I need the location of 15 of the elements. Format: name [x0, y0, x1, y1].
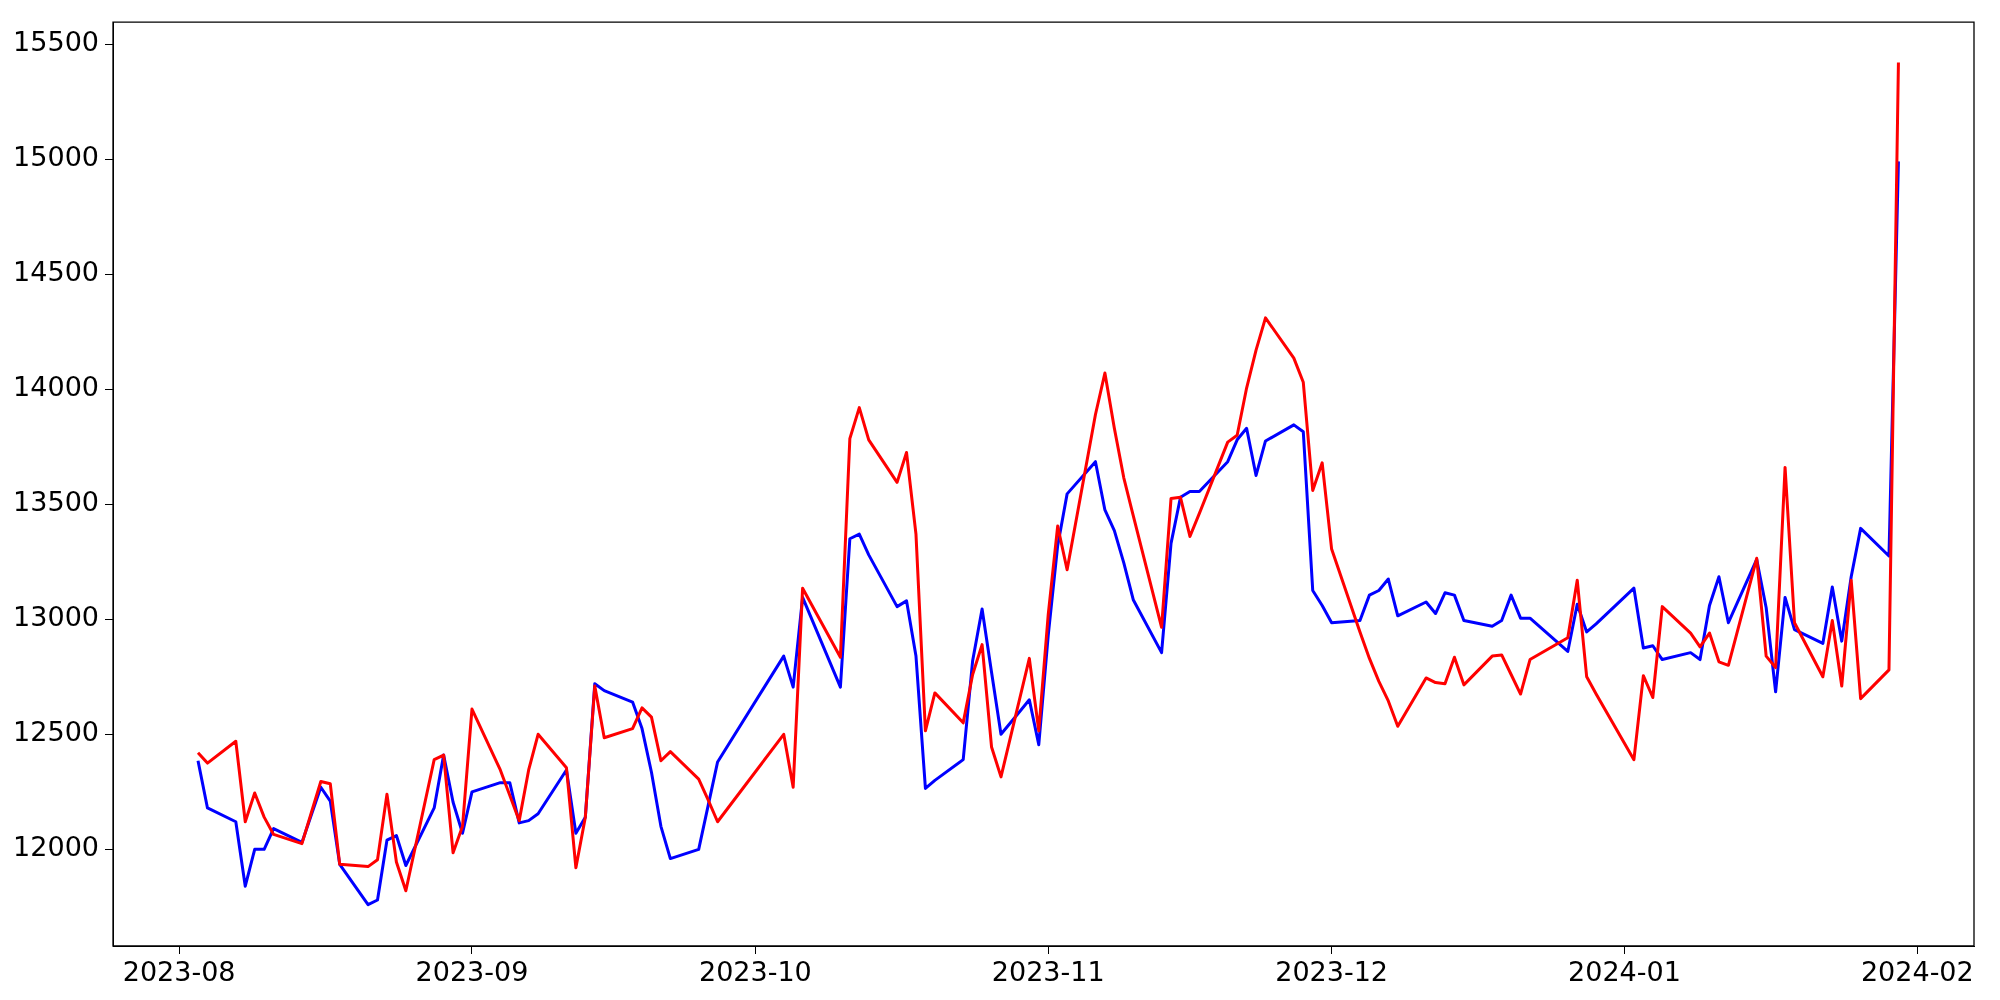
x-tick-label: 2023-10 — [698, 956, 812, 988]
y-tick-label: 13500 — [13, 486, 99, 518]
y-tick-label: 13000 — [13, 601, 99, 633]
y-tick-label: 14000 — [13, 371, 99, 403]
x-tick-label: 2023-08 — [122, 956, 236, 988]
y-tick-label: 12000 — [13, 831, 99, 863]
y-tick-label: 14500 — [13, 256, 99, 288]
x-tick-label: 2024-01 — [1568, 956, 1681, 988]
x-tick-label: 2023-09 — [415, 956, 529, 988]
x-tick-label: 2023-12 — [1275, 956, 1389, 988]
y-tick-label: 12500 — [13, 716, 99, 748]
x-tick-label: 2024-02 — [1860, 956, 1974, 988]
y-tick-label: 15500 — [13, 26, 99, 58]
y-tick-label: 15000 — [13, 141, 99, 173]
x-tick-label: 2023-11 — [991, 956, 1105, 988]
